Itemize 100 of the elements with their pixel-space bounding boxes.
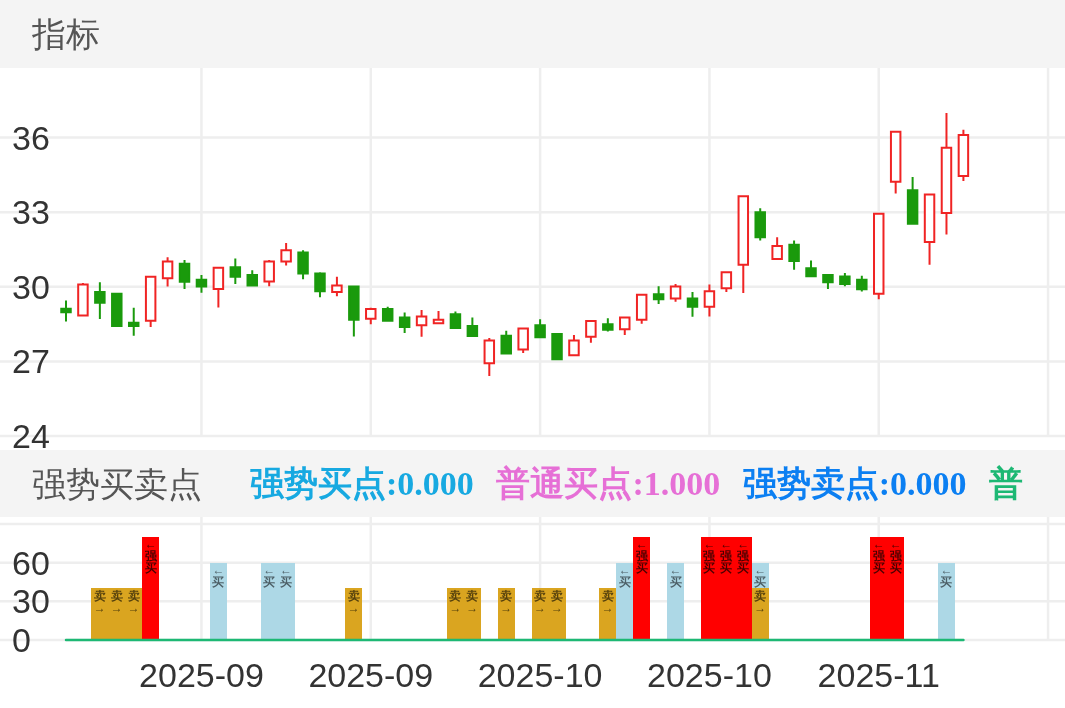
candlestick [873, 212, 885, 301]
data-label: 卖→ [449, 589, 462, 615]
candlestick [703, 283, 716, 318]
candlestick [940, 112, 953, 236]
data-label: ←买 [940, 563, 953, 590]
candlestick [195, 273, 208, 294]
legend-label: 普通买点:1.000 [496, 464, 721, 502]
candlestick [246, 269, 258, 288]
candlestick [483, 337, 496, 378]
candlestick [906, 175, 919, 225]
candlestick [60, 299, 72, 323]
candlestick [212, 265, 225, 309]
candlestick [720, 271, 733, 294]
candlestick [466, 316, 479, 338]
data-label: ←强买 [144, 537, 158, 576]
text: 普 [989, 464, 1024, 502]
candlestick [432, 309, 445, 325]
candlestick [737, 195, 750, 295]
data-label: 卖→ [534, 589, 547, 615]
y-tick-label: 24 [12, 417, 50, 455]
candlestick [686, 291, 699, 318]
candlestick [94, 281, 106, 320]
data-label: ←买 [618, 563, 631, 590]
candlestick [331, 275, 343, 298]
data-label: 卖→ [754, 589, 767, 615]
bar [938, 562, 955, 640]
data-label: 卖→ [127, 589, 140, 615]
candlestick [263, 258, 275, 288]
candlestick [551, 332, 563, 361]
candlestick [449, 310, 462, 330]
candlestick [889, 130, 902, 195]
candlestick [297, 249, 309, 281]
candlestick [923, 193, 936, 266]
x-tick-label: 2025-09 [139, 656, 264, 694]
candlestick [619, 316, 631, 337]
y-tick-label: 36 [12, 118, 50, 157]
bar [616, 562, 634, 640]
x-tick-label: 2025-10 [647, 656, 772, 694]
data-label: 卖→ [601, 589, 614, 615]
candlestick [144, 275, 157, 329]
data-label: 卖→ [110, 589, 123, 615]
candlestick [229, 257, 242, 286]
x-tick-label: 2025-11 [817, 656, 940, 694]
legend-label: 强势卖点:0.000 [742, 465, 967, 502]
candlestick [788, 239, 800, 271]
data-label: 卖→ [551, 589, 564, 615]
candlestick [500, 329, 512, 355]
data-label: ←买 [263, 563, 276, 590]
candlestick [822, 273, 834, 291]
legend-label: 强势买点:0.000 [250, 465, 474, 502]
candlestick [111, 292, 123, 328]
data-label: ←强买 [635, 537, 649, 576]
candlestick [348, 285, 360, 338]
x-tick-label: 2025-09 [308, 656, 434, 694]
candlestick [127, 306, 140, 337]
x-tick-label: 2025-10 [477, 656, 603, 694]
candlestick [517, 327, 529, 354]
candlestick [77, 282, 89, 317]
bar [209, 562, 227, 640]
data-label: ←强买 [889, 537, 903, 576]
candlestick [856, 274, 868, 293]
candlestick [280, 242, 292, 267]
data-label: ←买 [280, 563, 293, 590]
data-label: 卖→ [500, 589, 513, 615]
candlestick [652, 285, 665, 305]
data-label: ←买 [669, 563, 682, 590]
candlestick [568, 334, 580, 357]
y-tick-label: 33 [12, 193, 50, 232]
y-tick-label: 0 [12, 621, 31, 659]
y-tick-label: 30 [12, 582, 50, 621]
data-label: 卖→ [466, 589, 479, 615]
y-tick-label: 30 [12, 267, 50, 306]
data-label: ←买 [212, 563, 225, 590]
chart-title: 指标 [31, 15, 100, 53]
candlestick [839, 271, 851, 288]
candlestick [161, 256, 174, 288]
data-label: ←买 [754, 563, 767, 590]
candlestick [771, 236, 783, 260]
candlestick [805, 259, 817, 278]
data-label: ←强买 [720, 537, 734, 576]
candlestick [669, 283, 682, 303]
candlestick [365, 306, 377, 326]
data-label: 卖→ [93, 589, 106, 615]
candlestick [602, 317, 614, 333]
data-label: ←强买 [703, 537, 717, 576]
data-label: 卖→ [347, 589, 360, 615]
candlestick [381, 305, 394, 323]
y-tick-label: 27 [12, 342, 50, 381]
data-label: ←强买 [872, 537, 886, 576]
candlestick [415, 308, 428, 338]
y-tick-label: 60 [12, 543, 50, 582]
chart-title: 强势买卖点 [32, 464, 202, 503]
candlestick [178, 258, 191, 291]
candlestick [585, 320, 597, 344]
bar [667, 562, 685, 640]
candlestick [314, 271, 326, 299]
data-label: ←强买 [737, 537, 751, 576]
candlestick [957, 128, 970, 182]
candlestick [754, 207, 766, 242]
candlestick [398, 311, 411, 335]
